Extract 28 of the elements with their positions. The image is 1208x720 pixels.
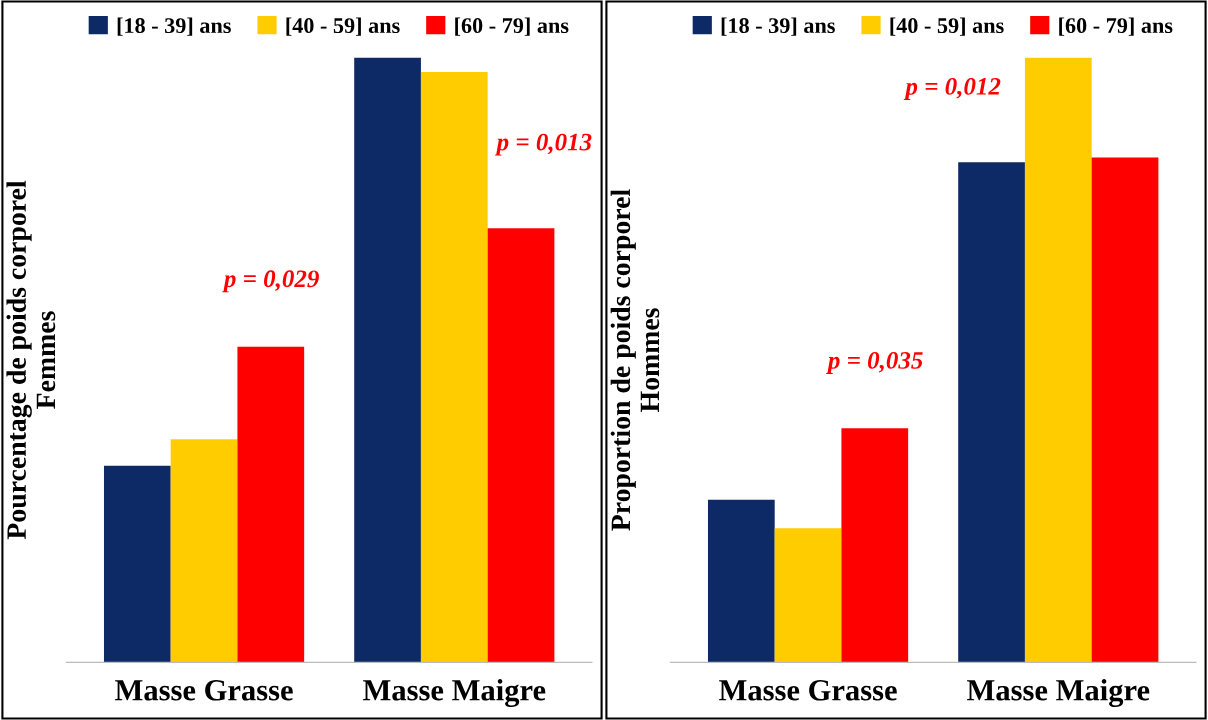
annotation: p = 0,035 xyxy=(826,351,923,374)
bar xyxy=(774,528,842,663)
legend-label: [40 - 59] ans xyxy=(286,17,400,36)
legend-label: [18 - 39] ans xyxy=(721,17,835,36)
legend-label: [60 - 79] ans xyxy=(1059,17,1173,36)
legend-label: [60 - 79] ans xyxy=(455,17,569,36)
bar xyxy=(1091,157,1159,663)
bar xyxy=(170,439,238,663)
annotation: p = 0,012 xyxy=(903,77,1001,100)
x-tick-label: Masse Maigre xyxy=(967,679,1150,708)
y-axis-title: Pourcentage de poids corporel Femmes xyxy=(6,180,56,540)
bar xyxy=(1024,57,1092,663)
bar xyxy=(354,57,421,663)
annotation: p = 0,013 xyxy=(494,133,592,156)
bar xyxy=(237,346,305,663)
y-axis-title: Proportion de poids corporel Hommes xyxy=(610,189,660,531)
bar xyxy=(487,228,555,663)
bar xyxy=(841,428,909,663)
x-tick-label: Masse Grasse xyxy=(115,680,293,701)
legend-label: [40 - 59] ans xyxy=(890,17,1004,36)
annotation: p = 0,029 xyxy=(222,270,319,293)
legend-label: [18 - 39] ans xyxy=(117,17,231,36)
x-tick-label: Masse Maigre xyxy=(363,679,546,708)
bar xyxy=(707,499,775,663)
bar xyxy=(958,162,1025,663)
bar xyxy=(103,465,171,663)
x-tick-label: Masse Grasse xyxy=(719,680,897,701)
bar xyxy=(420,72,488,663)
